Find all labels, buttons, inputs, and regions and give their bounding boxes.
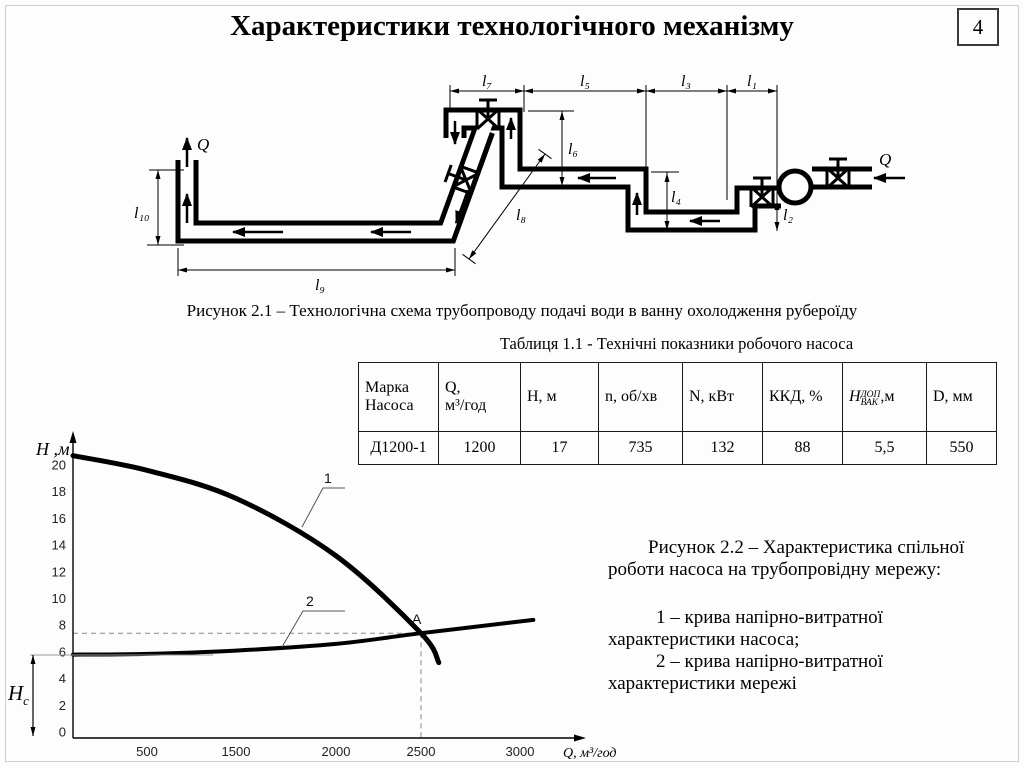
figure-2-2-caption: Рисунок 2.2 – Характеристика спільної ро… [600,537,1018,695]
static-head-label: Нс [7,681,29,708]
x-tick-labels: 500 1500 2000 2500 3000 [136,744,534,759]
dim-label-l10: l₁₀ [134,205,150,222]
valves [443,98,851,209]
dim-label-l9: l₉ [315,277,325,294]
dim-label-l8: l₈ [516,207,526,224]
figure-2-1-caption: Рисунок 2.1 – Технологічна схема трубопр… [186,301,858,320]
dim-label-l2: l₂ [783,207,793,224]
x-tick-label: 500 [136,744,158,759]
col-header-marka: Марка Насоса [358,362,439,432]
valve-icon [749,176,775,209]
dimension-arrowheads [155,88,780,273]
operating-point-guides [73,632,422,738]
y-tick-label: 2 [59,698,66,713]
dim-label-l1: l₁ [747,73,757,90]
pump-spec-table: Марка Насоса Q, м³/год Н, м n, об/хв N, кВ… [358,362,997,465]
cell-q: 1200 [438,431,521,465]
dim-label-l3: l₃ [681,73,691,90]
y-axis-arrow-icon [69,431,77,443]
table-row: Д1200-1 1200 17 735 132 88 5,5 550 [358,431,997,465]
caption-line: 2 – крива напірно-витратної [656,651,883,672]
y-tick-label: 20 [52,458,66,473]
pipe-return-run [175,126,495,244]
valve-icon [475,98,501,131]
col-header-n-kw: N, кВт [682,362,763,432]
curve-2-label: 2 [306,593,314,609]
col-header-q: Q, м³/год [438,362,521,432]
dim-label-l4: l₄ [671,189,681,206]
curve-1-label: 1 [324,470,332,486]
x-axis-arrow-icon [574,734,586,742]
caption-line: характеристики насоса; [608,629,800,650]
pump-curve [70,453,442,666]
y-tick-label: 12 [52,564,66,579]
dim-label-l5: l₅ [580,73,590,90]
page-number-badge: 4 [957,8,999,46]
q-out-label: Q [197,135,209,154]
caption-line: характеристики мережі [608,673,797,694]
y-tick-label: 14 [52,538,66,553]
valve-icon [443,164,480,196]
valve-icon [825,157,851,190]
col-header-d: D, мм [926,362,997,432]
dim-label-l6: l₆ [568,141,578,158]
flow-arrow-icon [454,189,470,224]
pipes [175,107,877,244]
caption-line: Рисунок 2.2 – Характеристика спільної [648,537,965,558]
x-axis-label: Q, м³/год [563,746,617,761]
figure-2-1-schematic: Q Q l₇ l₅ l₃ l₁ [134,73,905,294]
static-head-dimension: Нс [7,654,213,736]
col-header-n-rpm: n, об/хв [598,362,683,432]
curve-callout-leaders [281,487,345,648]
pump-icon [776,168,814,206]
x-tick-label: 1500 [222,744,251,759]
axes [72,437,582,739]
x-tick-label: 2000 [322,744,351,759]
y-tick-labels: 0 2 4 6 8 10 12 14 16 18 20 [52,458,66,740]
x-tick-label: 3000 [506,744,535,759]
y-tick-label: 16 [52,511,66,526]
cell-n-rpm: 735 [598,431,683,465]
col-header-h: Н, м [520,362,599,432]
pipe-main-run [443,107,781,233]
cell-hvak: 5,5 [842,431,927,465]
y-tick-label: 6 [59,644,66,659]
flow-arrows [182,117,905,237]
q-in-label: Q [879,150,891,169]
cell-n-kw: 132 [682,431,763,465]
x-tick-label: 2500 [407,744,436,759]
y-axis-label: Н ,м [35,439,70,459]
y-tick-label: 0 [59,725,66,740]
cell-d: 550 [926,431,997,465]
y-tick-label: 18 [52,484,66,499]
table-header-row: Марка Насоса Q, м³/год Н, м n, об/хв N, кВ… [358,362,997,432]
dim-label-l7: l₇ [482,73,492,90]
y-tick-label: 10 [52,591,66,606]
y-tick-label: 8 [59,618,66,633]
network-curve [71,617,536,657]
cell-h: 17 [520,431,599,465]
page-title: Характеристики технологічного механізму [230,10,794,42]
operating-point-label: A [412,611,422,627]
caption-line: 1 – крива напірно-витратної [656,607,883,628]
cell-marka: Д1200-1 [358,431,439,465]
caption-line: роботи насоса на трубопровідну мережу: [608,559,942,580]
cell-kkd: 88 [762,431,843,465]
col-header-hvak: Н ДОП ВАК ,м [842,362,927,432]
table-caption: Таблиця 1.1 - Технічні показники робочог… [499,334,854,353]
y-tick-label: 4 [59,671,66,686]
col-header-kkd: ККД, % [762,362,843,432]
